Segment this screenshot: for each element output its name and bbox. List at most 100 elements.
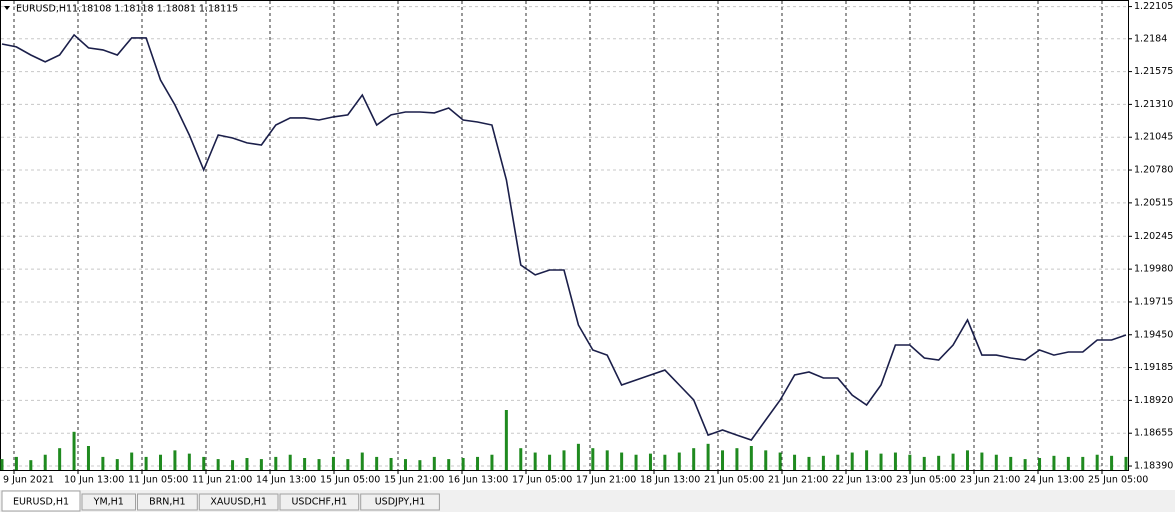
volume-bar: [951, 453, 955, 470]
tab-label: USDJPY,H1: [375, 497, 426, 508]
volume-bar: [793, 454, 797, 470]
volume-bar: [360, 452, 364, 470]
y-tick-label: 1.21575: [1134, 66, 1173, 77]
volume-bar: [403, 459, 407, 470]
volume-bar: [1081, 456, 1085, 470]
volume-bar: [692, 448, 696, 470]
x-tick-label: 23 Jun 05:00: [896, 475, 956, 486]
y-tick-label: 1.18390: [1134, 461, 1173, 472]
tab[interactable]: [279, 493, 360, 511]
volume-bar: [216, 459, 220, 470]
plot-frame: [0, 0, 1129, 471]
volume-bar: [504, 410, 508, 470]
tab[interactable]: [81, 493, 136, 511]
volume-bar: [447, 459, 451, 470]
x-tick-label: 11 Jun 21:00: [192, 475, 252, 486]
volume-bar: [721, 450, 725, 470]
volume-bar: [58, 448, 62, 470]
volume-bar: [865, 450, 869, 470]
volume-bar: [879, 453, 883, 470]
volume-bar: [101, 456, 105, 470]
volume-bar: [764, 450, 768, 470]
volume-bar: [634, 454, 638, 470]
volume-bar: [418, 460, 422, 470]
tab[interactable]: [137, 493, 198, 511]
volume-bar: [994, 454, 998, 470]
volume-bar: [937, 455, 941, 470]
volume-bar: [1124, 456, 1128, 470]
quote: 1.18108 1.18118 1.18081 1.18115: [72, 4, 238, 15]
volume-bar: [893, 452, 897, 470]
y-tick-label: 1.21310: [1134, 99, 1173, 110]
x-tick-label: 17 Jun 05:00: [512, 475, 572, 486]
tab[interactable]: [360, 493, 440, 511]
volume-bar: [548, 454, 552, 470]
x-tick-label: 18 Jun 13:00: [640, 475, 700, 486]
x-tick-label: 15 Jun 05:00: [320, 475, 380, 486]
x-tick-label: 23 Jun 21:00: [960, 475, 1020, 486]
tab-label: USDCHF,H1: [291, 497, 347, 508]
volume-bar: [375, 456, 379, 470]
tab[interactable]: [198, 493, 279, 511]
y-tick-label: 1.20245: [1134, 231, 1173, 242]
volume-bar: [187, 453, 191, 470]
x-tick-label: 22 Jun 13:00: [832, 475, 892, 486]
volume-bar: [259, 459, 263, 470]
x-tick-label: 25 Jun 05:00: [1088, 475, 1148, 486]
y-tick-label: 1.19185: [1134, 362, 1173, 373]
volume-bar: [490, 454, 494, 470]
y-tick-label: 1.2184: [1134, 33, 1167, 44]
volume-bar: [432, 456, 436, 470]
tab-label: EURUSD,H1: [13, 497, 69, 508]
volume-bar: [965, 450, 969, 470]
tab[interactable]: [1, 490, 81, 512]
volume-bar: [1038, 458, 1042, 470]
volume-bar: [43, 454, 47, 470]
menu-arrow[interactable]: [4, 6, 10, 10]
price-line: [1, 33, 1127, 441]
volume-bar: [663, 454, 667, 470]
volume-bar: [202, 456, 206, 470]
volume-bar: [29, 460, 33, 470]
volume-bar: [807, 456, 811, 470]
volume-bar: [288, 454, 292, 470]
volume-bar: [850, 452, 854, 470]
x-tick-label: 24 Jun 13:00: [1024, 475, 1084, 486]
y-tick-label: 1.19450: [1134, 329, 1173, 340]
volume-bar: [173, 450, 177, 470]
symbol: EURUSD,H1: [16, 4, 72, 15]
volume-bar: [1023, 459, 1027, 470]
volume-bar: [778, 452, 782, 470]
y-tick-label: 1.18920: [1134, 395, 1173, 406]
volume-bar: [677, 452, 681, 470]
x-tick-label: 9 Jun 2021: [3, 475, 54, 486]
volume-bar: [346, 459, 350, 470]
volume-bar: [72, 431, 76, 470]
y-tick-label: 1.20515: [1134, 197, 1173, 208]
y-tick-label: 1.20780: [1134, 165, 1173, 176]
volume-bar: [533, 452, 537, 470]
volume-bar: [159, 454, 163, 470]
volume-bar: [130, 452, 134, 470]
volume-bar: [1009, 456, 1013, 470]
x-tick-label: 21 Jun 05:00: [704, 475, 764, 486]
volume-bar: [706, 443, 710, 470]
volume-bar: [274, 456, 278, 470]
x-tick-label: 10 Jun 13:00: [64, 475, 124, 486]
x-tick-label: 21 Jun 21:00: [768, 475, 828, 486]
volume-bar: [144, 456, 148, 470]
x-tick-label: 15 Jun 21:00: [384, 475, 444, 486]
tab-label: BRN,H1: [149, 497, 185, 508]
y-tick-label: 1.19980: [1134, 264, 1173, 275]
volume-bar: [86, 446, 90, 470]
volume-bar: [115, 459, 119, 470]
volume-bar: [648, 453, 652, 470]
volume-bar: [980, 452, 984, 470]
volume-bar: [591, 448, 595, 470]
volume-bar: [562, 450, 566, 470]
x-tick-label: 16 Jun 13:00: [448, 475, 508, 486]
volume-bar: [1095, 454, 1099, 470]
x-tick-label: 14 Jun 13:00: [256, 475, 316, 486]
